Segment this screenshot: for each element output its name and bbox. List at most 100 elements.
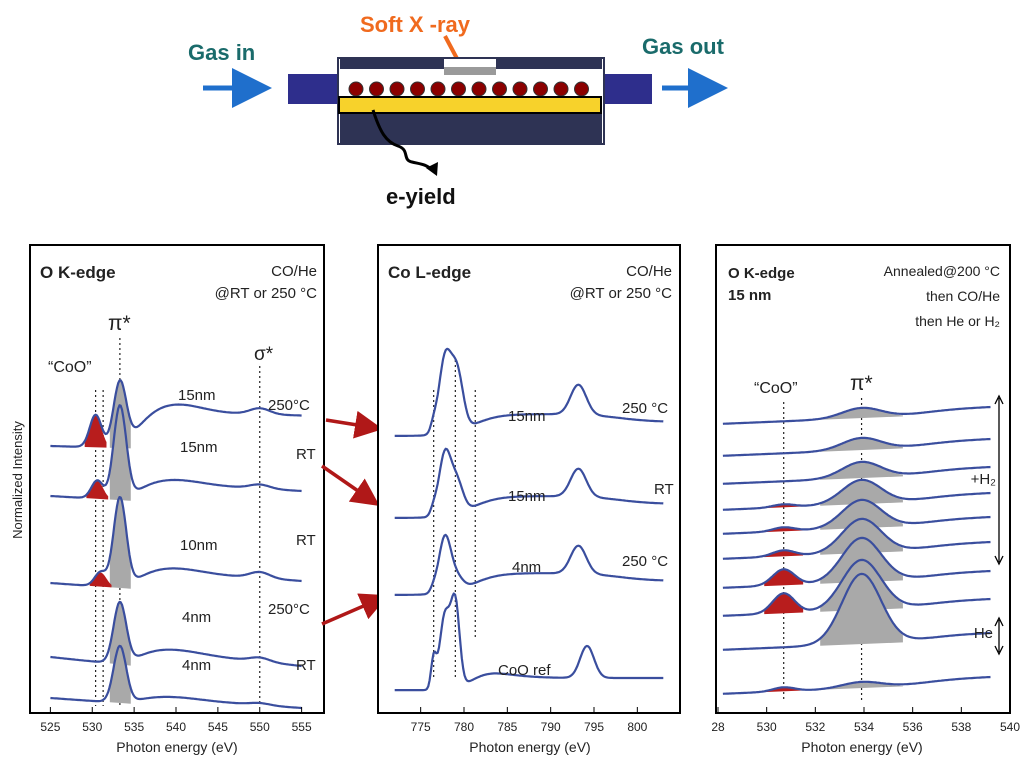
x-tick-label: 28	[711, 720, 725, 734]
x-tick-label: 540	[166, 720, 186, 734]
x-tick-label: 525	[40, 720, 60, 734]
spectrum-trace	[394, 592, 664, 692]
pi-star-area	[820, 500, 903, 530]
x-tick-label: 775	[411, 720, 431, 734]
trace-label-size: 4nm	[182, 657, 211, 674]
condition-line-1: CO/He	[271, 263, 317, 280]
nanoparticle	[574, 81, 589, 97]
panel-frame	[29, 244, 325, 714]
nanoparticle	[553, 81, 569, 97]
peak-label-coo: “CoO”	[754, 380, 798, 397]
pi-star-area	[820, 480, 903, 506]
x-tick-label: 532	[805, 720, 825, 734]
cell-lid-left	[340, 59, 444, 69]
spectrum-trace	[722, 405, 991, 425]
condition-line-3: then He or H₂	[915, 313, 1000, 329]
gas-in-label: Gas in	[188, 40, 255, 65]
x-tick-label: 530	[82, 720, 102, 734]
eyield-label: e-yield	[386, 184, 456, 209]
nanoparticle	[451, 81, 466, 97]
peak-label-pi-star: π*	[850, 372, 873, 395]
spectrum-trace	[722, 675, 991, 695]
xray-label: Soft X -ray	[360, 12, 471, 37]
spectrum-trace	[722, 536, 991, 589]
condition-line-2: @RT or 250 °C	[570, 285, 673, 302]
pi-star-area	[109, 405, 131, 501]
condition-line-1: Annealed@200 °C	[884, 263, 1000, 279]
trace-label-temp: RT	[296, 532, 316, 549]
x-tick-label: 550	[250, 720, 270, 734]
x-tick-label: 536	[903, 720, 923, 734]
pi-star-area	[820, 462, 903, 480]
trace-label-temp: 250°C	[268, 397, 310, 414]
nanoparticle	[369, 81, 384, 97]
substrate	[338, 96, 602, 114]
panel-title: O K-edge	[40, 263, 116, 282]
x-tick-label: 540	[1000, 720, 1020, 734]
panel-title: O K-edge	[728, 265, 795, 282]
x-axis-label: Photon energy (eV)	[116, 739, 237, 755]
x-tick-label: 545	[208, 720, 228, 734]
nanoparticle	[410, 81, 425, 97]
spectrum-trace	[50, 404, 302, 499]
transfer-arrow	[321, 464, 380, 506]
nanoparticle	[492, 81, 507, 97]
transfer-arrow	[321, 593, 389, 626]
spectrum-trace	[722, 517, 991, 560]
panel-co-l-edge: Co L-edge CO/He @RT or 250 °C 15nm 250 °…	[377, 244, 681, 755]
trace-label-temp: 250 °C	[622, 553, 668, 570]
coo-area	[89, 572, 112, 588]
electron-path	[371, 109, 434, 172]
trace-label-temp: 250°C	[268, 601, 310, 618]
panel-title: Co L-edge	[388, 263, 471, 282]
pi-star-area	[820, 438, 903, 452]
trace-label-size: 15nm	[508, 408, 546, 425]
x-tick-label: 538	[951, 720, 971, 734]
nanoparticle	[389, 81, 405, 97]
spectrum-trace	[50, 379, 302, 448]
cell-base	[340, 114, 602, 143]
coo-area	[764, 569, 804, 587]
coo-area	[86, 480, 109, 500]
coo-area	[764, 593, 804, 615]
trace-label-size: 10nm	[180, 537, 218, 554]
x-tick-label: 555	[292, 720, 312, 734]
nanoparticle	[512, 81, 528, 97]
reactor-schematic: Gas in Gas out Soft X -ray e-yield	[188, 12, 728, 209]
x-tick-label: 795	[584, 720, 604, 734]
nanoparticle	[348, 81, 364, 97]
pi-star-area	[109, 497, 131, 589]
spectrum-trace	[722, 478, 991, 511]
trace-label-temp: RT	[296, 657, 316, 674]
he-bracket: He	[974, 616, 1004, 656]
nanoparticle	[533, 81, 548, 97]
trace-label-size: 4nm	[182, 609, 211, 626]
spectrum-trace	[722, 498, 991, 535]
trace-label-size: 15nm	[178, 387, 216, 404]
trace-label-size: 15nm	[180, 439, 218, 456]
x-tick-label: 530	[757, 720, 777, 734]
gas-tube-left	[288, 74, 340, 104]
x-tick-label: 785	[497, 720, 517, 734]
panel-frame	[377, 244, 681, 714]
x-axis-label: Photon energy (eV)	[469, 739, 590, 755]
x-tick-label: 800	[627, 720, 647, 734]
xray-window	[444, 67, 496, 75]
coo-area	[84, 415, 107, 448]
bracket-label-h2: +H₂	[971, 471, 997, 488]
peak-label-pi-star: π*	[108, 312, 131, 335]
pi-star-area	[820, 408, 903, 420]
bracket-label-he: He	[974, 625, 993, 642]
pi-star-area	[820, 574, 903, 646]
transfer-arrows	[321, 410, 389, 626]
spectrum-trace	[394, 347, 664, 437]
spectrum-trace	[394, 533, 664, 596]
spectrum-trace	[50, 496, 302, 587]
x-tick-label: 535	[124, 720, 144, 734]
y-axis-label: Normalized Intensity	[10, 421, 25, 539]
x-tick-label: 780	[454, 720, 474, 734]
condition-line-2: then CO/He	[926, 288, 1000, 304]
x-axis-label: Photon energy (eV)	[801, 739, 922, 755]
panel-subtitle: 15 nm	[728, 287, 771, 304]
